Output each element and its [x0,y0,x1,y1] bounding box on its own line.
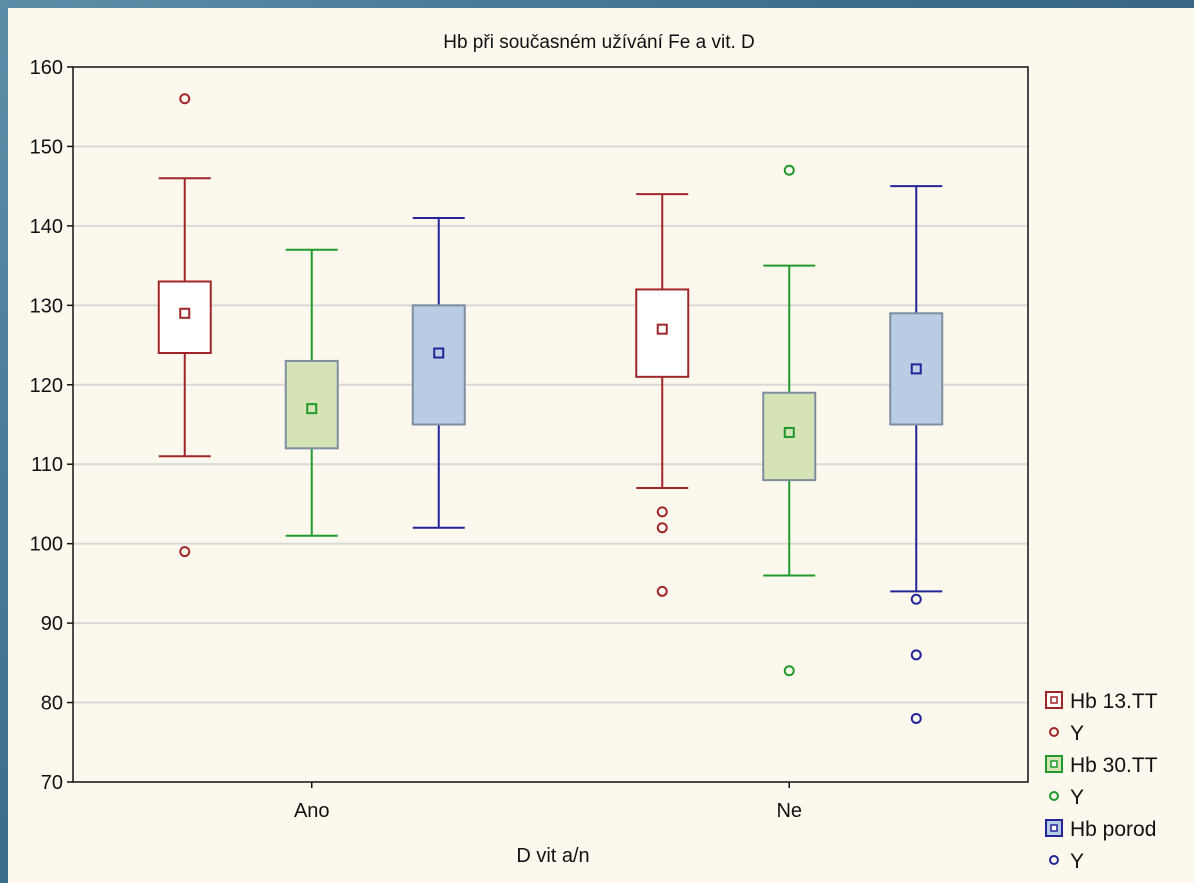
y-tick-label: 140 [30,216,63,238]
legend-item-0: Hb 13.TT [1045,690,1158,713]
box-iqr [411,304,466,426]
box-1-0 [284,248,339,537]
x-axis-ticks: Ano Ne [294,782,802,822]
y-tick-label: 130 [30,295,63,317]
legend-outlier-item-1: Y [1049,786,1084,809]
chart-title: Hb při současném užívání Fe a vit. D [443,32,755,53]
y-tick-label: 120 [30,375,63,397]
box-2-0 [411,216,466,529]
legend-outlier-swatch [1049,727,1059,737]
legend-item-2: Hb porod [1045,818,1156,841]
outlier-point [910,593,922,605]
outlier-point [656,506,668,518]
outlier-point [910,649,922,661]
y-tick-label: 150 [30,136,63,158]
box-plot-chart: Hb při současném užívání Fe a vit. D 70 8… [30,32,1158,873]
legend-label: Hb 30.TT [1070,754,1158,777]
legend-outlier-item-0: Y [1049,722,1084,745]
y-tick-label: 160 [30,57,63,79]
outlier-point [910,712,922,724]
outlier-point [179,93,191,105]
box-0-0 [157,93,212,558]
median-marker [910,363,922,375]
outlier-point [179,546,191,558]
legend-label: Hb 13.TT [1070,690,1158,713]
gridlines [73,145,1028,704]
median-marker [179,307,191,319]
y-axis-ticks: 70 80 90 100 110 120 130 140 150 160 [30,57,73,794]
outlier-point [656,522,668,534]
outlier-point [783,665,795,677]
box-1-1 [762,164,817,677]
x-axis-label: D vit a/n [516,845,589,867]
chart-panel: Hb při současném užívání Fe a vit. D 70 8… [8,8,1194,883]
plot-area-border [72,66,1029,783]
median-marker [656,323,668,335]
y-tick-label: 110 [31,454,63,476]
legend-median-swatch [1050,824,1058,832]
boxes [157,93,944,724]
legend-outlier-label: Y [1070,786,1084,809]
legend-outlier-swatch [1049,791,1059,801]
legend-label: Hb porod [1070,818,1156,841]
y-tick-label: 90 [41,613,63,635]
legend-median-swatch [1050,696,1058,704]
x-tick-label-ne: Ne [776,800,802,822]
box-2-1 [889,185,944,724]
y-tick-label: 80 [41,693,63,715]
median-marker [433,347,445,359]
box-0-1 [635,193,690,597]
legend-outlier-label: Y [1070,850,1084,873]
median-marker [783,426,795,438]
legend-item-1: Hb 30.TT [1045,754,1158,777]
x-tick-label-ano: Ano [294,800,330,822]
y-tick-label: 70 [41,772,63,794]
outlier-point [656,585,668,597]
legend-median-swatch [1050,760,1058,768]
y-tick-label: 100 [30,534,63,556]
legend-outlier-swatch [1049,855,1059,865]
outlier-point [783,164,795,176]
median-marker [306,403,318,415]
legend: Hb 13.TT Y Hb 30.TT Y Hb porod Y [1045,690,1158,873]
legend-outlier-item-2: Y [1049,850,1084,873]
legend-outlier-label: Y [1070,722,1084,745]
